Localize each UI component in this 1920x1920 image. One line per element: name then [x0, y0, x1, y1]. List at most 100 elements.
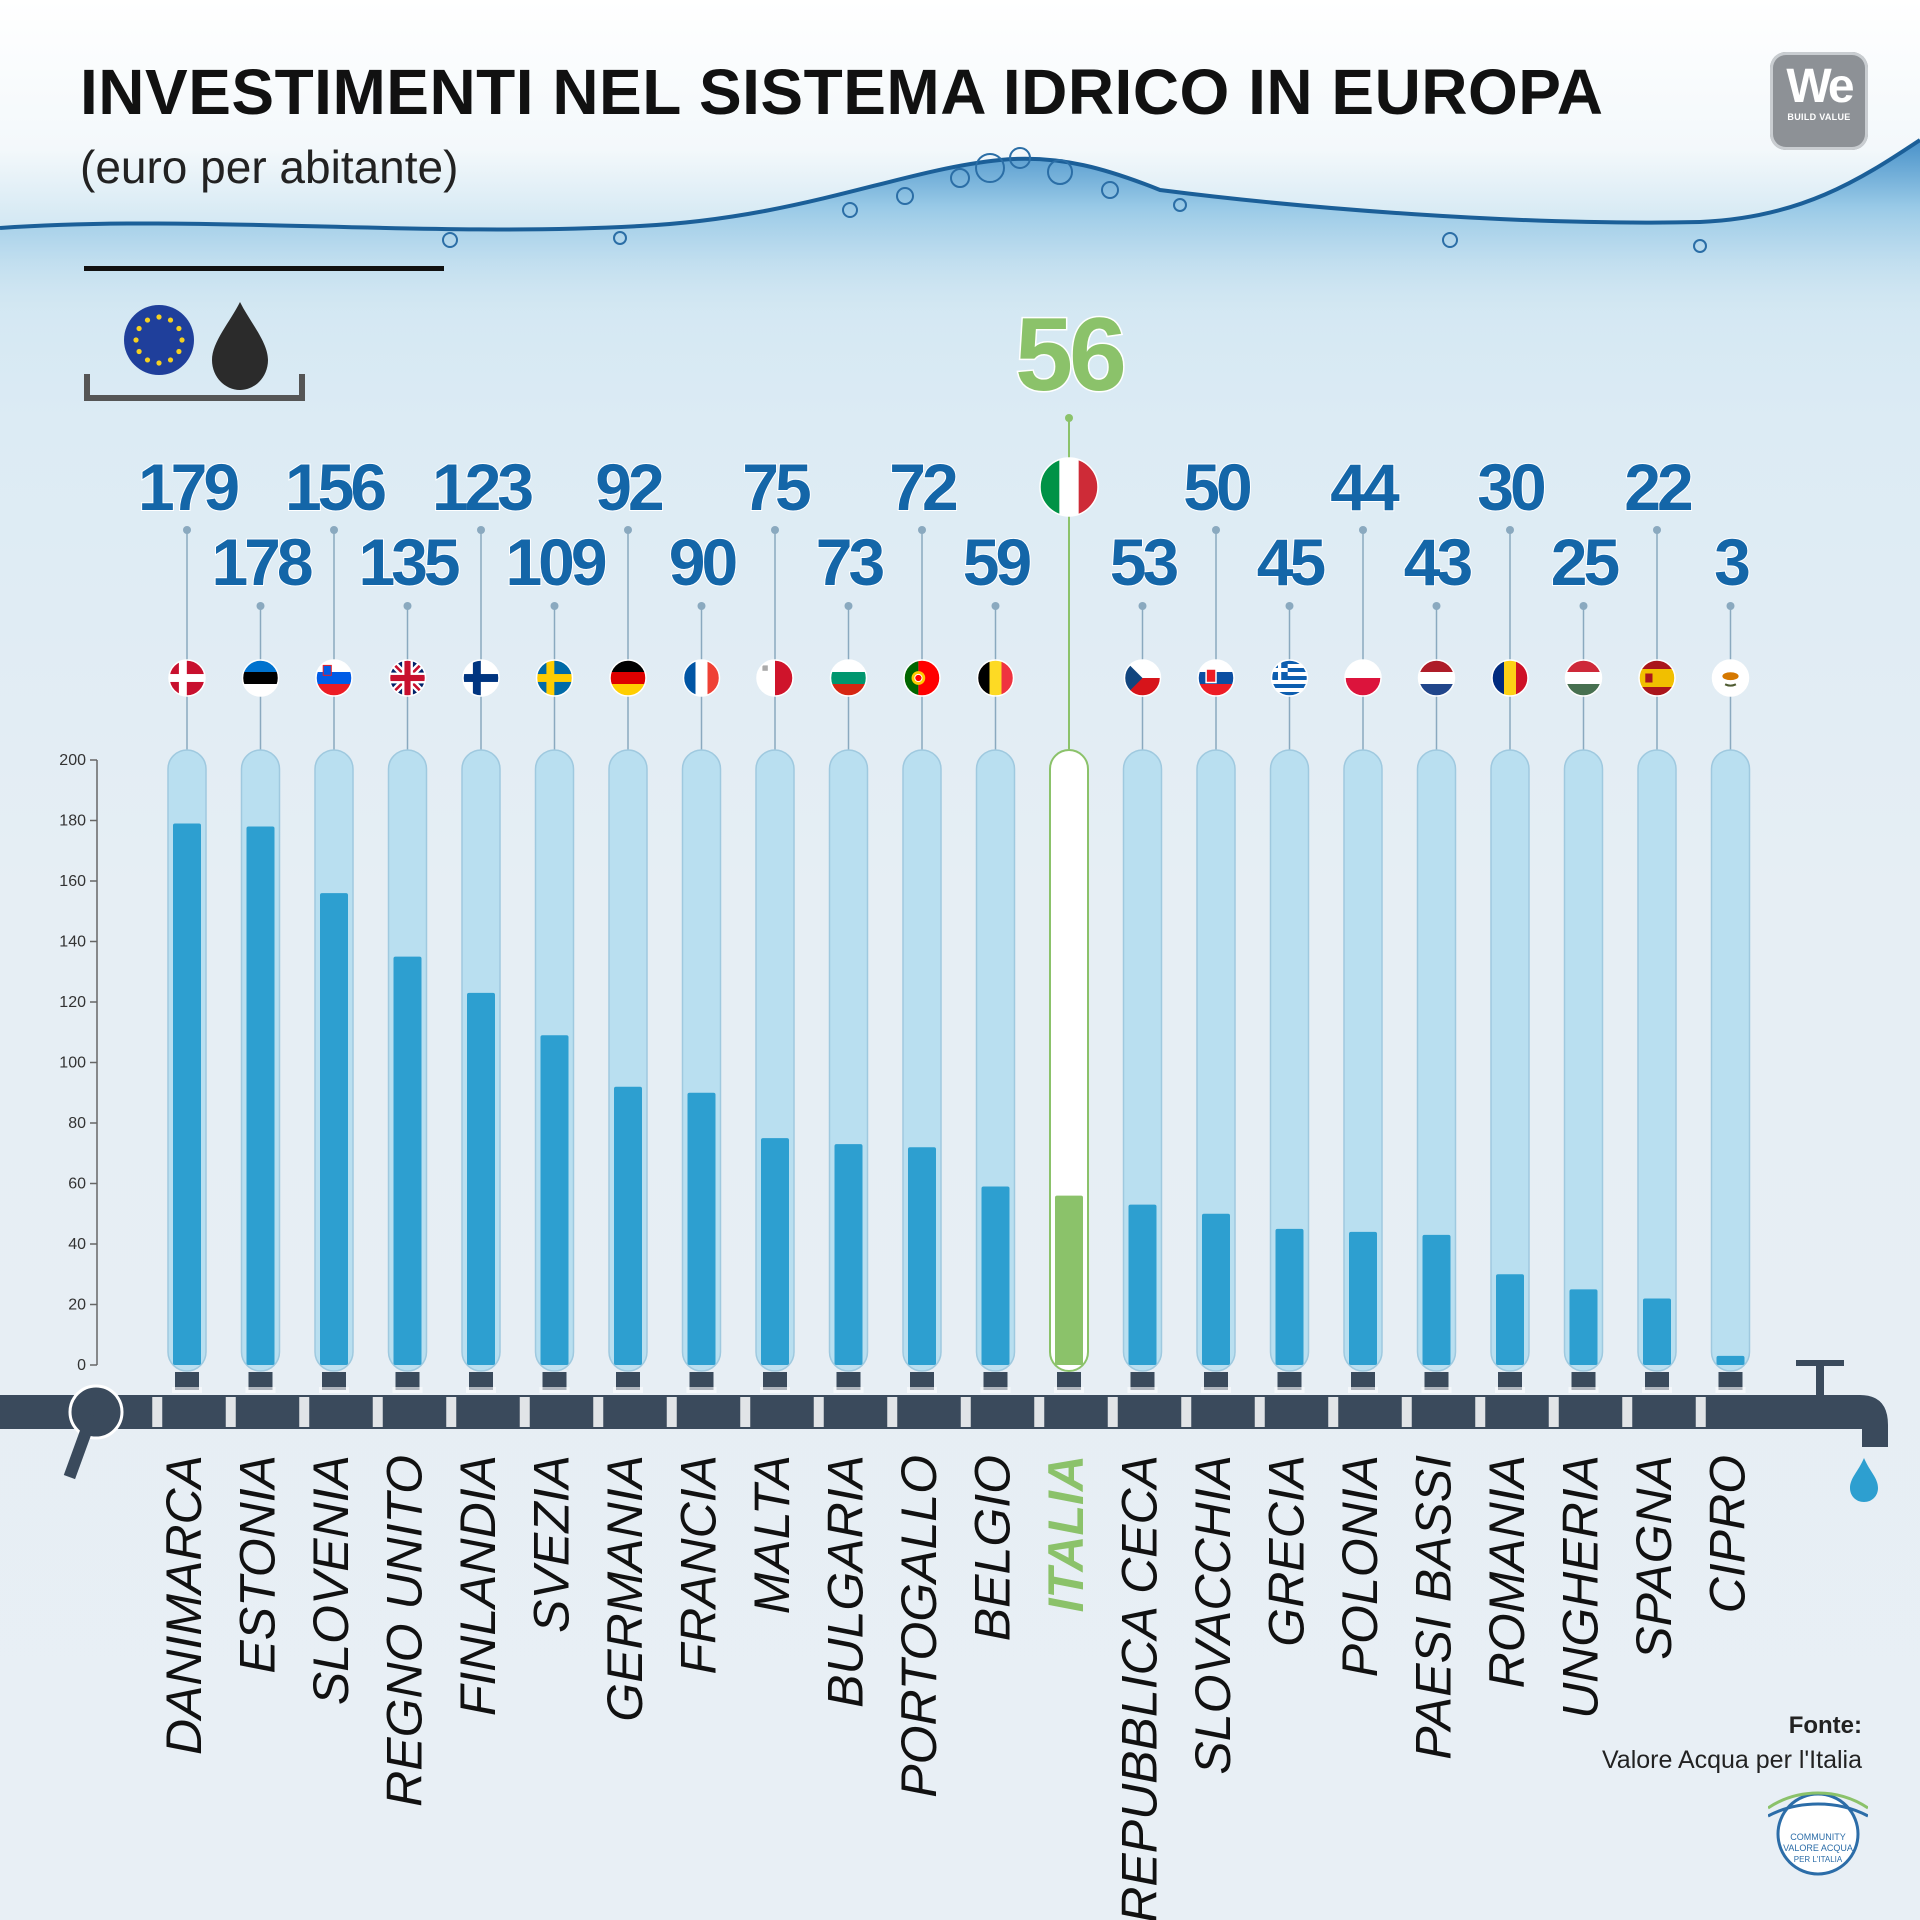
country-label: SLOVENIA — [303, 1455, 359, 1705]
country-label: GERMANIA — [597, 1455, 653, 1722]
country-label: ITALIA — [1038, 1455, 1094, 1612]
bar-group-polonia: 44 POLONIA — [1329, 449, 1405, 1677]
value-label: 59 — [963, 525, 1031, 599]
cyprus-flag — [1711, 659, 1750, 697]
y-tick-label: 180 — [59, 813, 86, 830]
pipe-connector — [836, 1372, 861, 1390]
y-tick-label: 0 — [77, 1357, 86, 1374]
pipe-connector — [1498, 1372, 1522, 1390]
pipe-connector-ring — [1715, 1387, 1746, 1393]
bar-tube — [1710, 749, 1751, 1372]
belgium-flag — [976, 659, 1015, 697]
bar — [540, 1035, 569, 1365]
value-label: 72 — [889, 450, 957, 524]
faucet-handle — [1796, 1360, 1844, 1366]
bar-group-regno-unito: 135 REGNO UNITO — [357, 524, 463, 1807]
eu-star — [136, 325, 142, 332]
pipe-connector — [542, 1372, 567, 1390]
eu-flag-icon — [124, 305, 194, 375]
valve-icon — [68, 1384, 124, 1440]
bar-tube — [1343, 749, 1383, 1372]
pipe-connector — [1057, 1372, 1081, 1390]
pipe-connector — [910, 1372, 934, 1390]
bar — [173, 823, 201, 1365]
pipe-connector-ring — [833, 1387, 864, 1393]
greece-flag — [1270, 659, 1309, 697]
y-tick-label: 100 — [59, 1055, 86, 1072]
pipe-connector-ring — [1421, 1387, 1452, 1393]
poland-flag — [1344, 659, 1382, 697]
bar-group-paesi-bassi: 43 PAESI BASSI — [1403, 524, 1477, 1760]
pipe-joint — [1328, 1397, 1339, 1427]
faucet-icon — [1790, 1395, 1888, 1447]
bar — [687, 1092, 716, 1365]
country-label: PORTOGALLO — [891, 1455, 947, 1798]
pipe-joint — [372, 1397, 383, 1427]
y-tick-label: 40 — [68, 1236, 86, 1253]
pipe-joint — [1548, 1397, 1559, 1427]
bar — [467, 992, 495, 1365]
eu-star — [167, 317, 174, 323]
eu-star — [156, 360, 162, 366]
pipe-joint — [1622, 1397, 1633, 1427]
country-label: DANIMARCA — [156, 1455, 212, 1755]
bar-group-slovenia: 156 SLOVENIA — [284, 449, 390, 1705]
y-tick-label: 200 — [59, 752, 86, 769]
community-logo-line2: VALORE ACQUA — [1783, 1843, 1853, 1853]
germany-flag — [609, 659, 647, 697]
pipe-connector-ring — [172, 1387, 202, 1393]
country-label: ESTONIA — [230, 1455, 286, 1674]
pipe-connector — [689, 1372, 714, 1390]
finland-flag — [462, 659, 500, 697]
pipe-joint — [740, 1397, 751, 1427]
pipe-joint — [152, 1397, 163, 1427]
bar — [1055, 1195, 1083, 1365]
romania-flag — [1491, 659, 1529, 697]
value-label: 56 — [1015, 297, 1124, 413]
logo-tagline: BUILD VALUE — [1787, 112, 1851, 122]
bar-group-cipro: 3 CIPRO — [1700, 524, 1756, 1613]
country-label: SPAGNA — [1626, 1455, 1682, 1660]
bar — [1275, 1228, 1304, 1365]
pipe-connector — [248, 1372, 273, 1390]
pipe-connector-ring — [1348, 1387, 1378, 1393]
eu-star — [176, 348, 182, 355]
pipe-connector-ring — [1274, 1387, 1305, 1393]
pipe-joint — [960, 1397, 971, 1427]
bar-group-repubblica-ceca: 53 REPUBBLICA CECA — [1109, 524, 1183, 1920]
y-tick-label: 80 — [68, 1115, 86, 1132]
pipe-joint — [813, 1397, 824, 1427]
value-label: 22 — [1624, 450, 1692, 524]
bar-group-francia: 90 FRANCIA — [668, 524, 741, 1674]
pipe-joint — [593, 1397, 604, 1427]
country-label: FINLANDIA — [450, 1455, 506, 1716]
portugal-flag — [903, 659, 941, 697]
bar — [1422, 1234, 1451, 1365]
page-title: INVESTIMENTI NEL SISTEMA IDRICO IN EUROP… — [80, 56, 1604, 128]
pipe-joint — [519, 1397, 530, 1427]
source-note: Fonte: Valore Acqua per l'Italia — [1602, 1712, 1862, 1775]
bar — [981, 1186, 1010, 1365]
y-tick-label: 160 — [59, 873, 86, 890]
source-value: Valore Acqua per l'Italia — [1601, 1746, 1862, 1774]
bar — [1202, 1213, 1230, 1365]
eu-star — [176, 325, 182, 332]
country-label: SLOVACCHIA — [1185, 1455, 1241, 1775]
bar-group-bulgaria: 73 BULGARIA — [815, 524, 889, 1708]
bar — [320, 893, 348, 1365]
country-label: REGNO UNITO — [377, 1455, 433, 1807]
pipe-connector — [1718, 1372, 1743, 1390]
pipe-connector — [1351, 1372, 1375, 1390]
denmark-flag — [168, 659, 206, 697]
bar-tube — [1269, 749, 1310, 1372]
bar — [1569, 1289, 1598, 1365]
country-label: BULGARIA — [818, 1455, 874, 1708]
bar-group-svezia: 109 SVEZIA — [504, 524, 610, 1633]
pipe-connector — [1130, 1372, 1155, 1390]
italy-flag — [1039, 457, 1099, 517]
bar-group-slovacchia: 50 SLOVACCHIA — [1182, 449, 1255, 1775]
value-label: 179 — [138, 450, 238, 524]
pipe-connector-ring — [466, 1387, 496, 1393]
czech-flag — [1123, 659, 1162, 697]
